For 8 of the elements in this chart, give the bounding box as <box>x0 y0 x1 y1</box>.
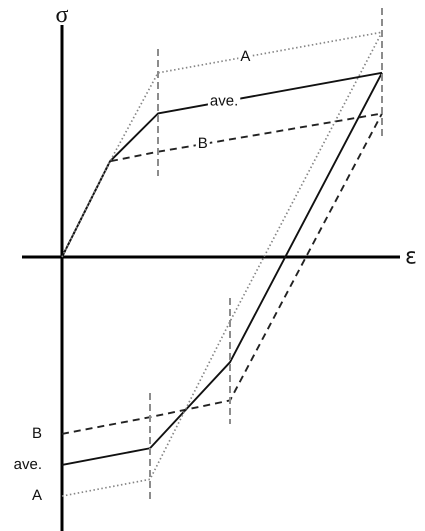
series-label: ave. <box>14 456 42 474</box>
series-label: ave. <box>210 92 238 110</box>
series-label: A <box>32 487 42 504</box>
y-axis-title: σ <box>56 2 69 28</box>
series-label: A <box>240 48 250 66</box>
series-label: B <box>32 425 42 442</box>
series-label: B <box>198 135 208 152</box>
x-axis-title: ε <box>405 244 417 270</box>
